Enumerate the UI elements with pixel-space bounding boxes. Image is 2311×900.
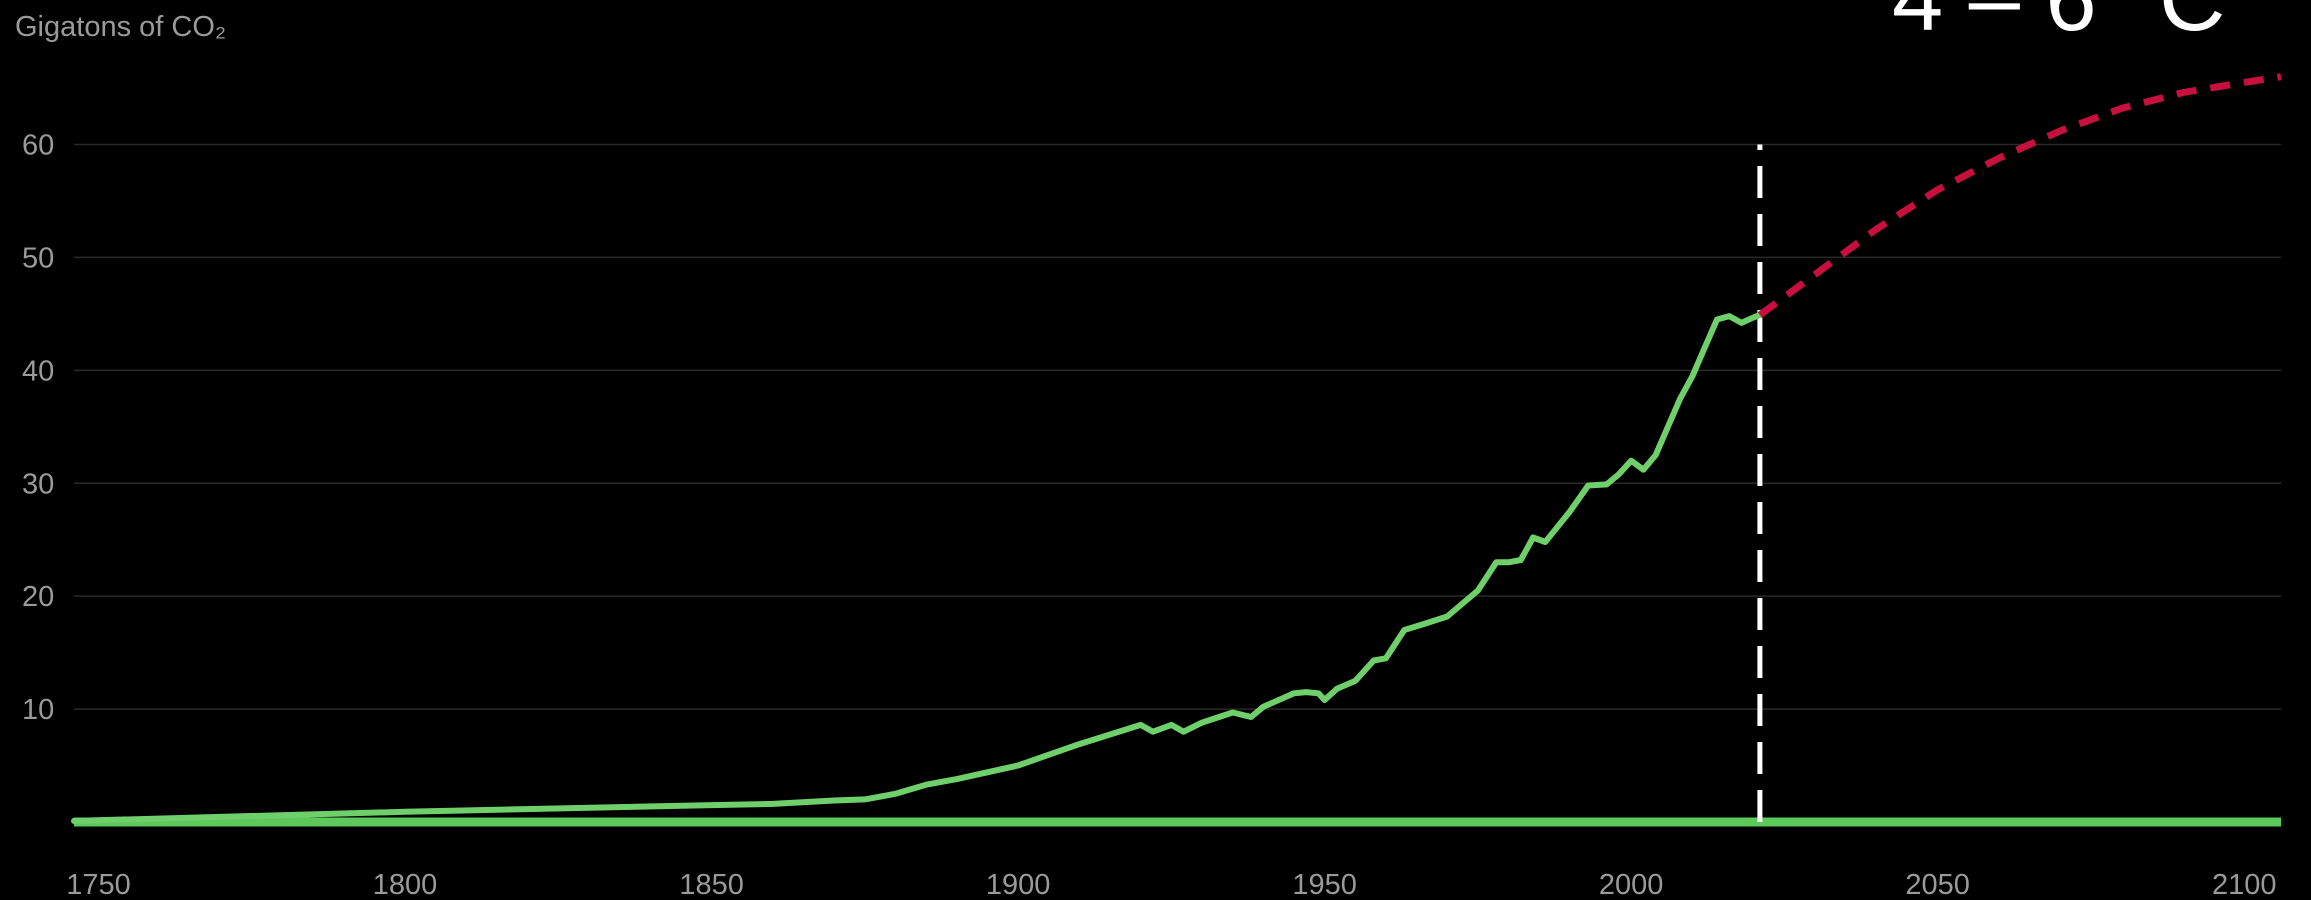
annotation: 4 – 6 °C [1892,0,2225,50]
data-line [71,312,1763,824]
x-tick-label: 1800 [373,869,438,900]
y-tick-label: 60 [22,130,54,162]
x-tick-label: 1850 [679,869,744,900]
x-tick-label: 2000 [1599,869,1664,900]
y-axis-label: Gigatons of CO₂ [15,11,226,43]
x-tick-label: 2050 [1905,869,1970,900]
projection-line [1757,73,2282,318]
y-tick-label: 10 [22,694,54,726]
y-tick-label: 50 [22,242,54,274]
y-tick-label: 20 [22,581,54,613]
y-tick-label: 40 [22,355,54,387]
x-tick-label: 1750 [66,869,131,900]
x-tick-label: 2100 [2212,869,2277,900]
x-tick-label: 1950 [1292,869,1357,900]
y-tick-label: 30 [22,468,54,500]
x-tick-label: 1900 [986,869,1051,900]
